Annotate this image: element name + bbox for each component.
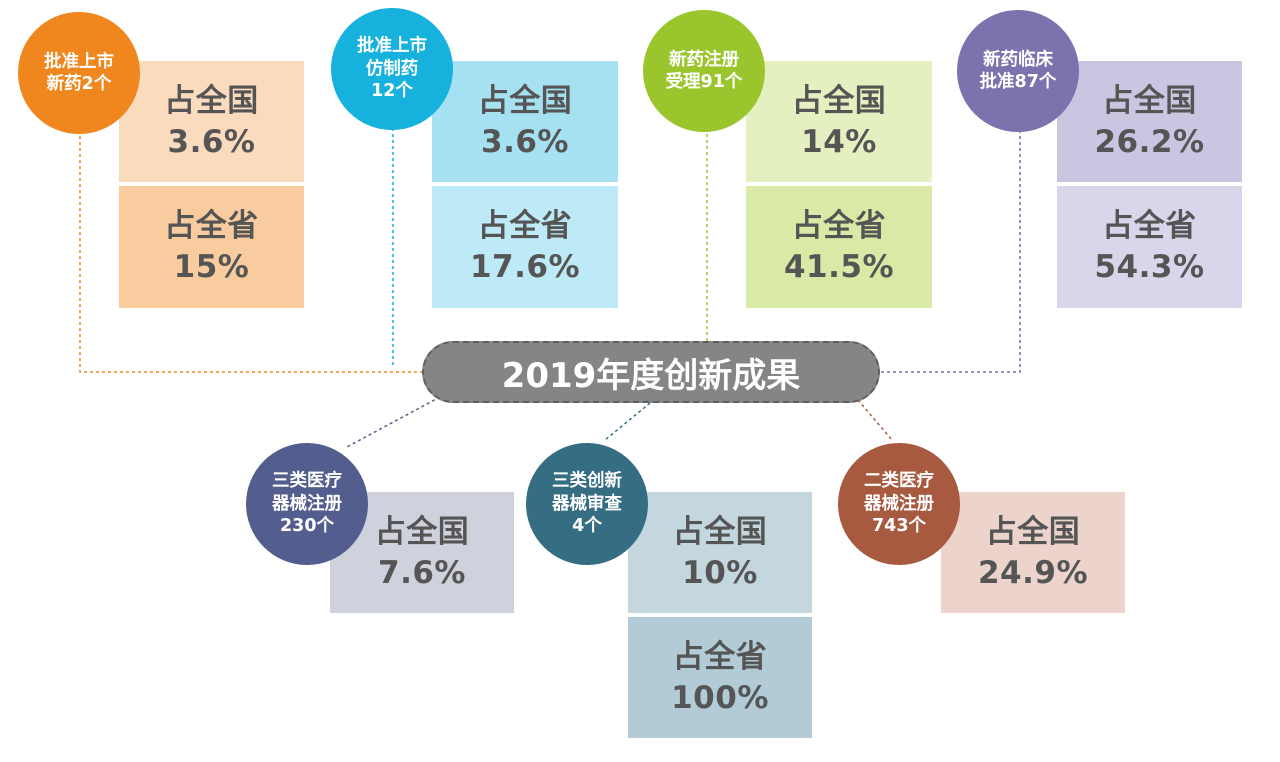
circle-line: 批准上市 [357, 36, 427, 57]
stat-label: 占全国 [164, 82, 259, 119]
stat-value: 24.9% [977, 554, 1089, 591]
category-circle-new-drug-registration: 新药注册 受理91个 [643, 10, 765, 132]
stat-box: 占全国 3.6% [432, 61, 618, 182]
stat-label: 占全国 [477, 82, 573, 119]
stat-box: 占全国 7.6% [330, 492, 514, 613]
connector-line-6 [604, 402, 651, 441]
circle-line: 230个 [279, 516, 335, 537]
stat-value: 41.5% [783, 249, 895, 285]
stat-label: 占全国 [672, 513, 768, 550]
stat-value: 15% [173, 249, 250, 285]
circle-line: 三类创新 [552, 471, 622, 492]
circle-line: 二类医疗 [864, 471, 934, 492]
circle-line: 器械审查 [552, 493, 622, 514]
stat-label: 占全省 [791, 208, 887, 245]
circle-line: 新药临床 [983, 49, 1053, 70]
stat-value: 26.2% [1094, 123, 1205, 160]
category-circle-new-drug-approval: 批准上市 新药2个 [18, 12, 140, 134]
stat-value: 100% [671, 679, 769, 716]
category-circle-class2-device-registration: 二类医疗 器械注册 743个 [838, 443, 960, 565]
stat-label: 占全省 [1102, 208, 1197, 245]
stat-box: 占全省 15% [119, 186, 304, 308]
circle-line: 新药2个 [46, 74, 112, 94]
stat-box: 占全国 26.2% [1057, 61, 1242, 182]
stat-box: 占全国 14% [746, 61, 932, 182]
stat-label: 占全国 [1102, 82, 1197, 119]
stat-value: 7.6% [378, 554, 466, 591]
circle-line: 4个 [572, 516, 602, 537]
connector-line-7 [857, 399, 893, 441]
stat-label: 占全国 [791, 82, 887, 119]
stat-value: 14% [801, 123, 877, 160]
stat-box: 占全省 54.3% [1057, 186, 1242, 308]
circle-line: 受理91个 [665, 72, 743, 92]
category-circle-innovative-device-review: 三类创新 器械审查 4个 [526, 443, 648, 565]
center-title: 2019年度创新成果 [422, 341, 880, 403]
circle-line: 三类医疗 [272, 471, 342, 492]
category-circle-class3-device-registration: 三类医疗 器械注册 230个 [246, 443, 368, 565]
stat-label: 占全省 [477, 208, 573, 245]
circle-line: 批准87个 [979, 72, 1057, 92]
category-circle-clinical-trial-approval: 新药临床 批准87个 [957, 10, 1079, 132]
stat-value: 10% [682, 554, 758, 591]
stat-value: 54.3% [1094, 249, 1205, 285]
connector-line-4 [880, 130, 1021, 373]
category-circle-generic-drug-approval: 批准上市 仿制药 12个 [331, 8, 453, 130]
stat-box: 占全国 10% [628, 492, 812, 613]
stat-label: 占全省 [672, 638, 768, 675]
circle-line: 新药注册 [669, 49, 739, 70]
circle-line: 器械注册 [272, 493, 342, 514]
stat-box: 占全省 100% [628, 617, 812, 738]
circle-line: 743个 [871, 516, 927, 537]
stat-box: 占全国 24.9% [941, 492, 1125, 613]
circle-line: 仿制药 [365, 58, 419, 79]
stat-box: 占全省 17.6% [432, 186, 618, 308]
stat-value: 17.6% [469, 249, 581, 285]
stat-box: 占全国 3.6% [119, 61, 304, 182]
stat-label: 占全国 [374, 513, 470, 550]
circle-line: 器械注册 [864, 493, 934, 514]
circle-line: 批准上市 [44, 51, 114, 72]
stat-value: 3.6% [481, 123, 569, 160]
stat-box: 占全省 41.5% [746, 186, 932, 308]
circle-line: 12个 [371, 81, 413, 102]
stat-label: 占全国 [985, 513, 1081, 550]
connector-line-5 [344, 396, 441, 449]
stat-value: 3.6% [167, 123, 256, 160]
stat-label: 占全省 [164, 208, 259, 245]
connector-line-1 [79, 130, 422, 373]
